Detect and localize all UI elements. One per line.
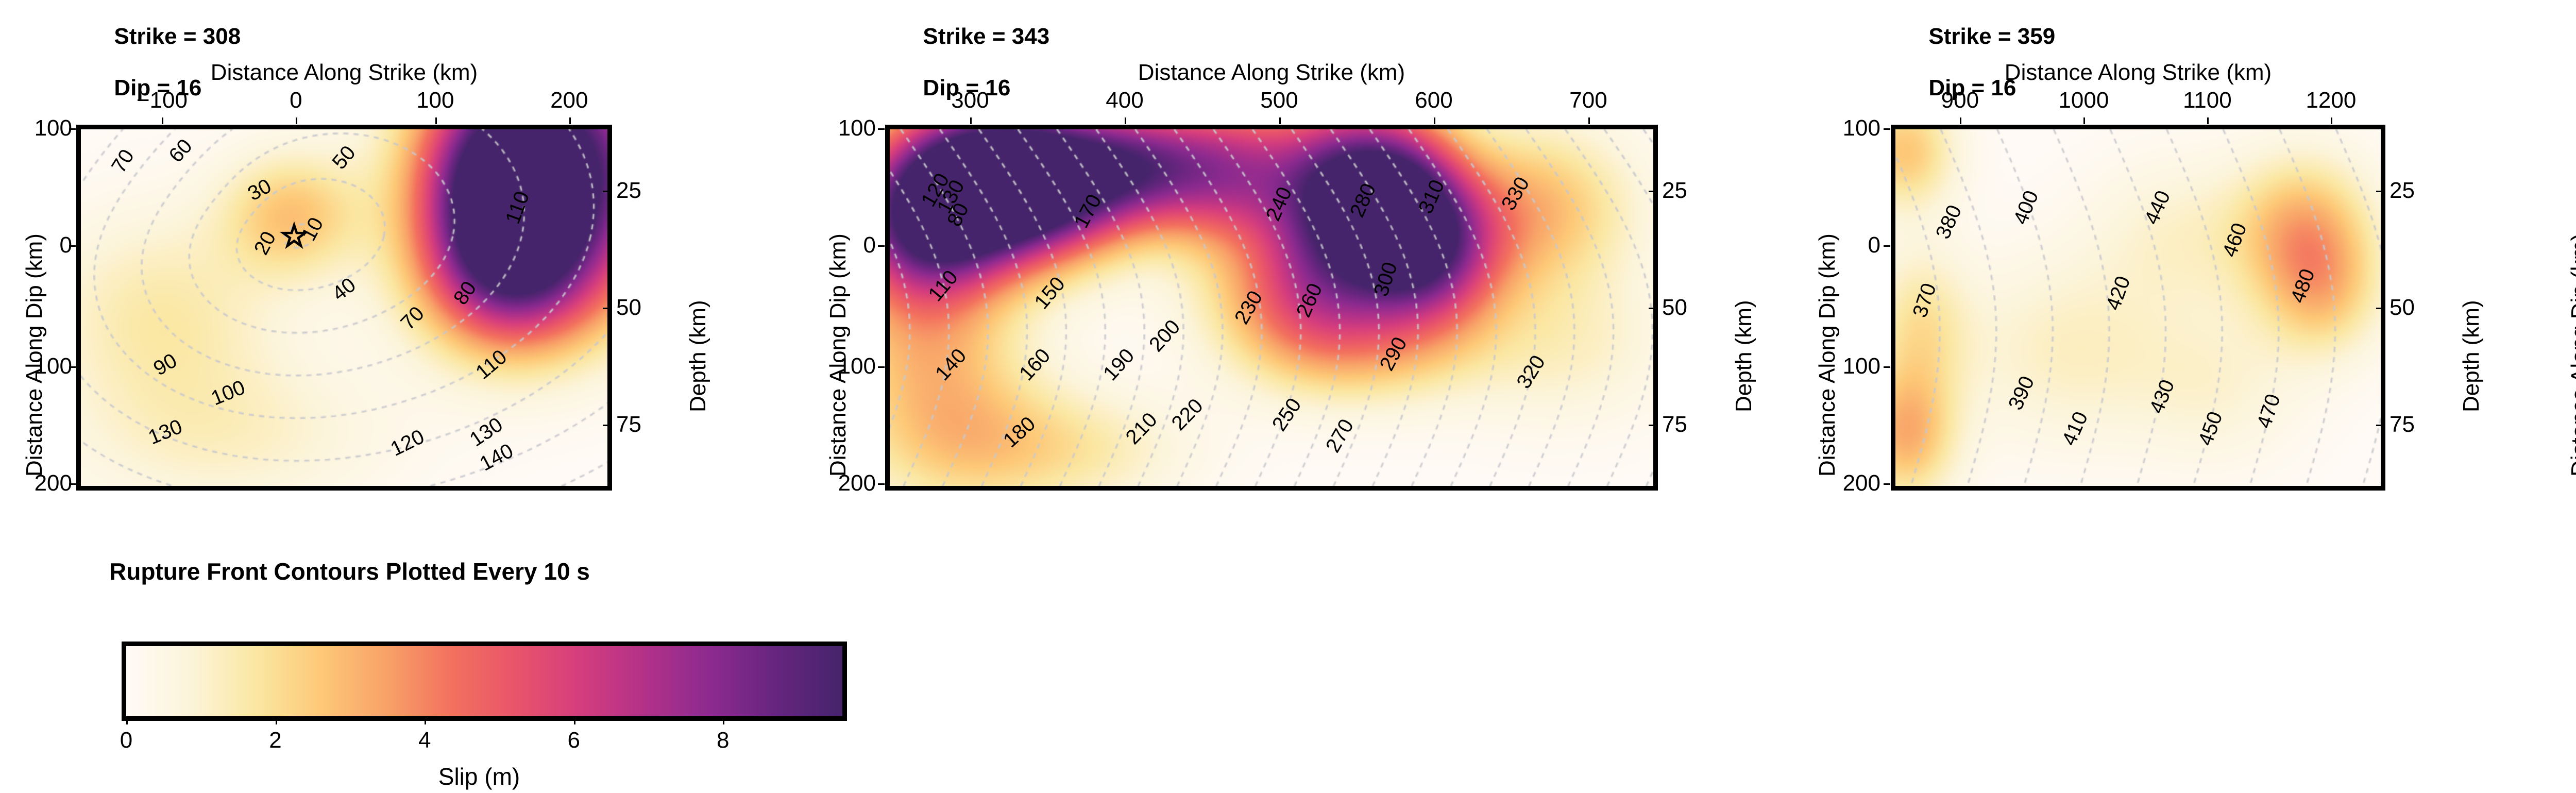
- x-tick-label: 200: [550, 88, 588, 113]
- colorbar-tick-label: 4: [418, 728, 431, 753]
- panel-title-line2: Dip = 16: [114, 75, 202, 100]
- y-tick-label: 100: [34, 353, 72, 379]
- y-tick-label: 200: [838, 470, 876, 496]
- panel-strike-359: Strike = 359 Dip = 16 Distance Along Str…: [1793, 0, 2484, 520]
- y-tick-label: 100: [34, 115, 72, 141]
- slip-plot-area: 70 60 50 30 10 20 110 40 70 80 90 100 11…: [76, 125, 612, 491]
- colorbar-axis-label: Slip (m): [438, 763, 520, 790]
- y-tick-label: 75: [616, 412, 641, 437]
- y-tick-marks-right: [603, 125, 610, 491]
- y-tick-label: 200: [34, 470, 72, 496]
- y-tick-label: 50: [616, 295, 641, 320]
- y-tick-label: 100: [1842, 115, 1880, 141]
- x-tick-label: 300: [951, 88, 989, 113]
- y-tick-marks-left: [69, 125, 76, 491]
- colorbar-tick-label: 6: [567, 728, 580, 753]
- y-tick-label: 25: [616, 177, 641, 203]
- colorbar-tick-label: 0: [120, 728, 133, 753]
- y-axis-label-right: Depth (km): [2459, 300, 2484, 412]
- x-tick-label: 400: [1106, 88, 1144, 113]
- panel-title: Strike = 359 Dip = 16: [1891, 0, 2055, 127]
- x-tick-labels: −100 0 100 200: [76, 88, 612, 113]
- x-tick-label: 700: [1569, 88, 1607, 113]
- panel-strike-343: Strike = 343 Dip = 16 Distance Along Str…: [804, 0, 1762, 520]
- x-tick-label: 900: [1941, 88, 1979, 113]
- slip-plot-area: 380 400 440 460 480 370 420 390 410 430 …: [1891, 125, 2385, 491]
- x-tick-label: 100: [416, 88, 454, 113]
- slip-plot-area: 120 130 80 170 240 280 310 330 110 150 3…: [885, 125, 1658, 491]
- panel-strike-308: Strike = 308 Dip = 16 Distance Along Str…: [0, 0, 716, 520]
- x-axis-label: Distance Along Strike (km): [2004, 60, 2272, 85]
- colorbar-tick-label: 2: [269, 728, 282, 753]
- y-tick-label: 50: [2389, 295, 2415, 320]
- x-tick-marks: [76, 117, 612, 125]
- colorbar-title: Rupture Front Contours Plotted Every 10 …: [109, 558, 590, 585]
- colorbar: Rupture Front Contours Plotted Every 10 …: [0, 541, 876, 793]
- x-axis-label: Distance Along Strike (km): [210, 60, 478, 85]
- y-tick-label: 50: [1662, 295, 1687, 320]
- panel-title: Strike = 308 Dip = 16: [76, 0, 241, 127]
- panel-title-line1: Strike = 343: [923, 24, 1050, 49]
- y-tick-label: 0: [863, 232, 876, 258]
- y-tick-marks-left: [1884, 125, 1891, 491]
- colorbar-tick-label: 8: [717, 728, 730, 753]
- y-tick-labels-right: 25 50 75: [2389, 125, 2436, 491]
- y-tick-marks-right: [2376, 125, 2383, 491]
- panel-strike-31: Strike = 31 Dip = 16 Distance Along Stri…: [2545, 0, 2576, 520]
- y-tick-marks-right: [1649, 125, 1656, 491]
- x-tick-label: 1000: [2058, 88, 2109, 113]
- colorbar-gradient-box: [122, 642, 847, 721]
- panel-title-line2: Dip = 16: [923, 75, 1011, 100]
- x-tick-label: 500: [1260, 88, 1298, 113]
- y-tick-label: 0: [1868, 232, 1880, 258]
- y-tick-label: 25: [1662, 177, 1687, 203]
- y-tick-label: 200: [1842, 470, 1880, 496]
- x-tick-label: −100: [136, 88, 188, 113]
- x-tick-label: 1200: [2306, 88, 2357, 113]
- x-tick-label: 600: [1415, 88, 1453, 113]
- y-tick-label: 100: [838, 353, 876, 379]
- y-axis-label-right: Depth (km): [685, 300, 710, 412]
- x-tick-label: 0: [290, 88, 302, 113]
- y-axis-label-left: Distance Along Dip (km): [2567, 233, 2576, 477]
- y-tick-labels-left: 100 0 100 200: [31, 115, 72, 496]
- colorbar-tick-labels: 0 2 4 6 8: [120, 728, 842, 758]
- colorbar-tick-marks: [126, 716, 842, 725]
- y-axis-label-right: Depth (km): [1731, 300, 1756, 412]
- x-tick-marks: [1891, 117, 2385, 125]
- y-tick-labels-right: 25 50 75: [616, 125, 663, 491]
- panel-title: Strike = 343 Dip = 16: [885, 0, 1049, 127]
- y-tick-label: 0: [59, 232, 72, 258]
- y-tick-labels-left: 100 0 100 200: [835, 115, 876, 496]
- panel-title-line2: Dip = 16: [1928, 75, 2016, 100]
- y-tick-label: 75: [1662, 412, 1687, 437]
- x-axis-label: Distance Along Strike (km): [1138, 60, 1405, 85]
- x-tick-labels: 300 400 500 600 700: [885, 88, 1658, 113]
- y-tick-labels-left: 100 0 100 200: [1824, 115, 1880, 496]
- y-tick-label: 25: [2389, 177, 2415, 203]
- panel-title-line1: Strike = 308: [114, 24, 241, 49]
- panel-title-line1: Strike = 359: [1928, 24, 2056, 49]
- y-tick-label: 100: [1842, 353, 1880, 379]
- y-tick-labels-right: 25 50 75: [1662, 125, 1708, 491]
- y-tick-label: 100: [838, 115, 876, 141]
- y-tick-label: 75: [2389, 412, 2415, 437]
- x-tick-marks: [885, 117, 1658, 125]
- x-tick-label: 1100: [2183, 88, 2232, 113]
- x-tick-labels: 900 1000 1100 1200: [1891, 88, 2385, 113]
- y-tick-marks-left: [878, 125, 885, 491]
- hypocenter-star-icon: ☆: [279, 218, 310, 254]
